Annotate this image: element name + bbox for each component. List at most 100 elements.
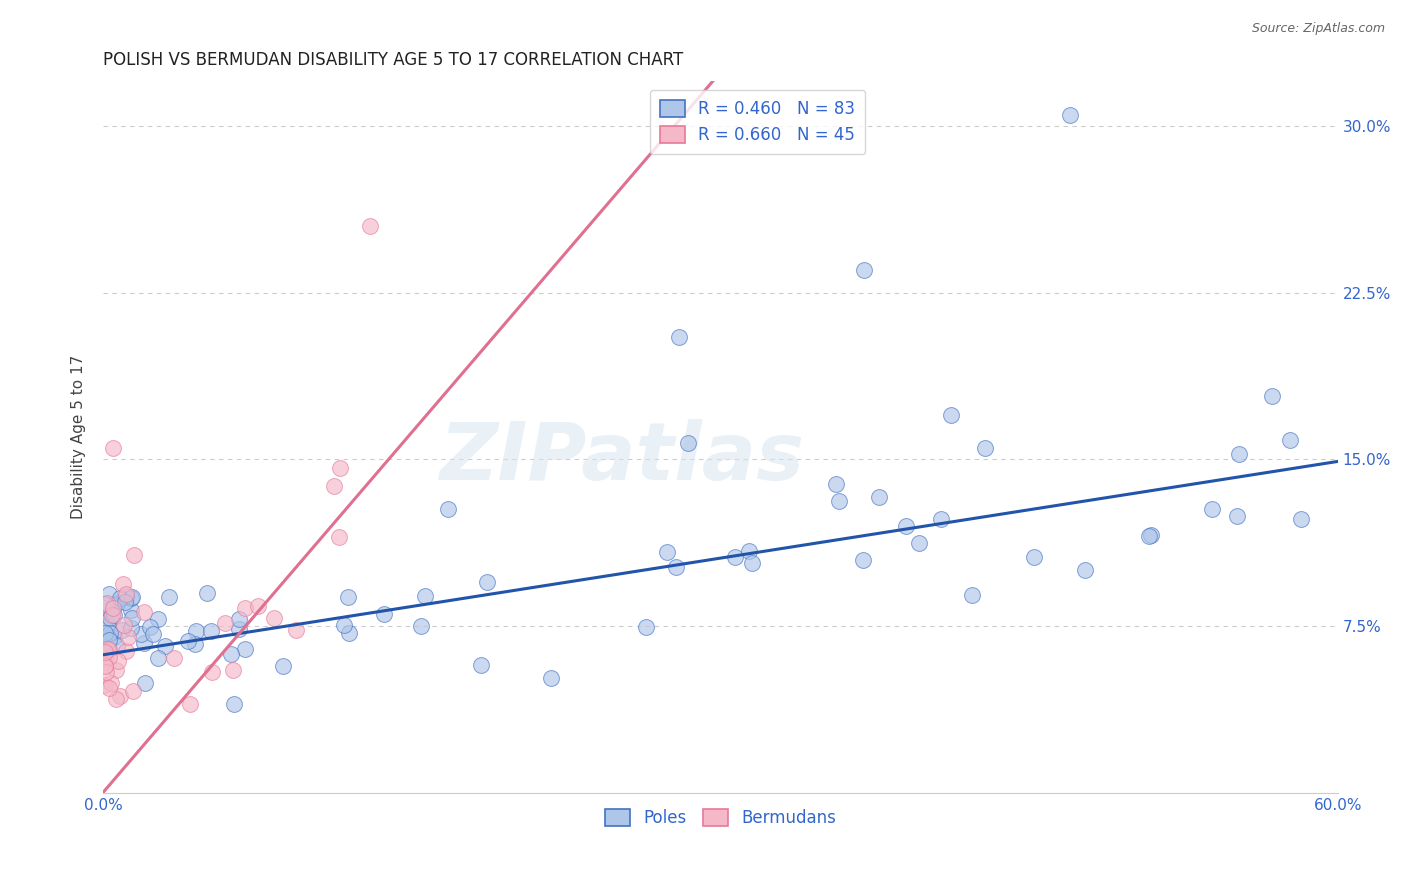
Point: [1291, 512, 1313, 526]
Point: [285, 623, 308, 637]
Point: [105, 596, 128, 610]
Point: [146, 612, 169, 626]
Point: [97, 634, 120, 648]
Point: [139, 619, 162, 633]
Point: [263, 610, 285, 624]
Point: [120, 621, 142, 635]
Point: [1139, 528, 1161, 542]
Point: [108, 689, 131, 703]
Point: [111, 623, 134, 637]
Point: [470, 657, 492, 672]
Point: [929, 512, 952, 526]
Point: [134, 675, 156, 690]
Point: [179, 697, 201, 711]
Point: [853, 263, 876, 277]
Point: [121, 683, 143, 698]
Point: [200, 624, 222, 638]
Point: [960, 587, 983, 601]
Point: [247, 599, 270, 614]
Point: [1279, 433, 1302, 447]
Point: [228, 622, 250, 636]
Point: [98, 642, 121, 657]
Point: [96, 636, 118, 650]
Point: [359, 219, 381, 233]
Point: [540, 672, 562, 686]
Point: [724, 550, 747, 565]
Point: [96, 596, 118, 610]
Point: [97, 616, 120, 631]
Point: [336, 590, 359, 604]
Point: [114, 587, 136, 601]
Point: [411, 618, 433, 632]
Point: [94, 659, 117, 673]
Point: [1137, 529, 1160, 543]
Point: [103, 441, 125, 455]
Point: [221, 663, 243, 677]
Point: [738, 543, 761, 558]
Point: [184, 624, 207, 639]
Point: [676, 435, 699, 450]
Point: [221, 647, 243, 661]
Point: [183, 637, 205, 651]
Point: [655, 545, 678, 559]
Point: [94, 597, 117, 611]
Point: [110, 591, 132, 606]
Point: [94, 604, 117, 618]
Point: [122, 548, 145, 562]
Point: [475, 575, 498, 590]
Point: [852, 553, 875, 567]
Point: [120, 591, 142, 605]
Point: [436, 501, 458, 516]
Point: [894, 518, 917, 533]
Point: [107, 654, 129, 668]
Point: [941, 408, 963, 422]
Point: [1260, 389, 1282, 403]
Text: Source: ZipAtlas.com: Source: ZipAtlas.com: [1251, 22, 1385, 36]
Point: [121, 611, 143, 625]
Point: [97, 681, 120, 695]
Point: [973, 441, 995, 455]
Point: [104, 692, 127, 706]
Point: [201, 665, 224, 679]
Point: [413, 589, 436, 603]
Point: [112, 618, 135, 632]
Point: [94, 678, 117, 692]
Point: [195, 586, 218, 600]
Point: [97, 649, 120, 664]
Point: [121, 590, 143, 604]
Legend: Poles, Bermudans: Poles, Bermudans: [598, 803, 842, 834]
Point: [94, 614, 117, 628]
Point: [98, 587, 121, 601]
Point: [233, 641, 256, 656]
Point: [636, 620, 658, 634]
Point: [868, 490, 890, 504]
Point: [177, 634, 200, 648]
Point: [94, 665, 117, 679]
Point: [665, 559, 688, 574]
Point: [142, 627, 165, 641]
Point: [228, 612, 250, 626]
Point: [333, 618, 356, 632]
Point: [148, 650, 170, 665]
Point: [117, 630, 139, 644]
Point: [98, 626, 121, 640]
Point: [115, 589, 138, 603]
Point: [98, 611, 121, 625]
Point: [98, 631, 121, 645]
Point: [120, 603, 142, 617]
Text: POLISH VS BERMUDAN DISABILITY AGE 5 TO 17 CORRELATION CHART: POLISH VS BERMUDAN DISABILITY AGE 5 TO 1…: [103, 51, 683, 69]
Point: [94, 625, 117, 640]
Point: [1201, 501, 1223, 516]
Point: [157, 590, 180, 604]
Point: [112, 577, 135, 591]
Point: [1074, 563, 1097, 577]
Point: [103, 598, 125, 612]
Point: [97, 633, 120, 648]
Point: [105, 639, 128, 653]
Point: [101, 601, 124, 615]
Y-axis label: Disability Age 5 to 17: Disability Age 5 to 17: [72, 355, 86, 519]
Point: [101, 607, 124, 622]
Point: [271, 658, 294, 673]
Point: [373, 607, 395, 622]
Point: [668, 330, 690, 344]
